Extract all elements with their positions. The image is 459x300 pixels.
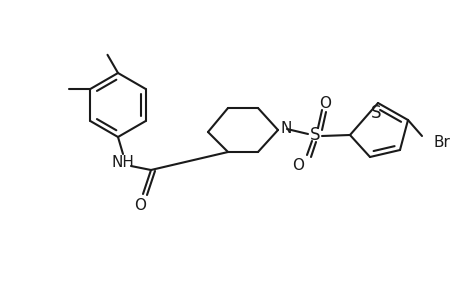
Text: O: O [291,158,303,172]
Text: NH: NH [112,154,134,169]
Text: S: S [309,126,319,144]
Text: O: O [134,199,146,214]
Text: S: S [370,104,381,122]
Text: Br: Br [433,134,450,149]
Text: O: O [318,95,330,110]
Text: N: N [280,121,291,136]
